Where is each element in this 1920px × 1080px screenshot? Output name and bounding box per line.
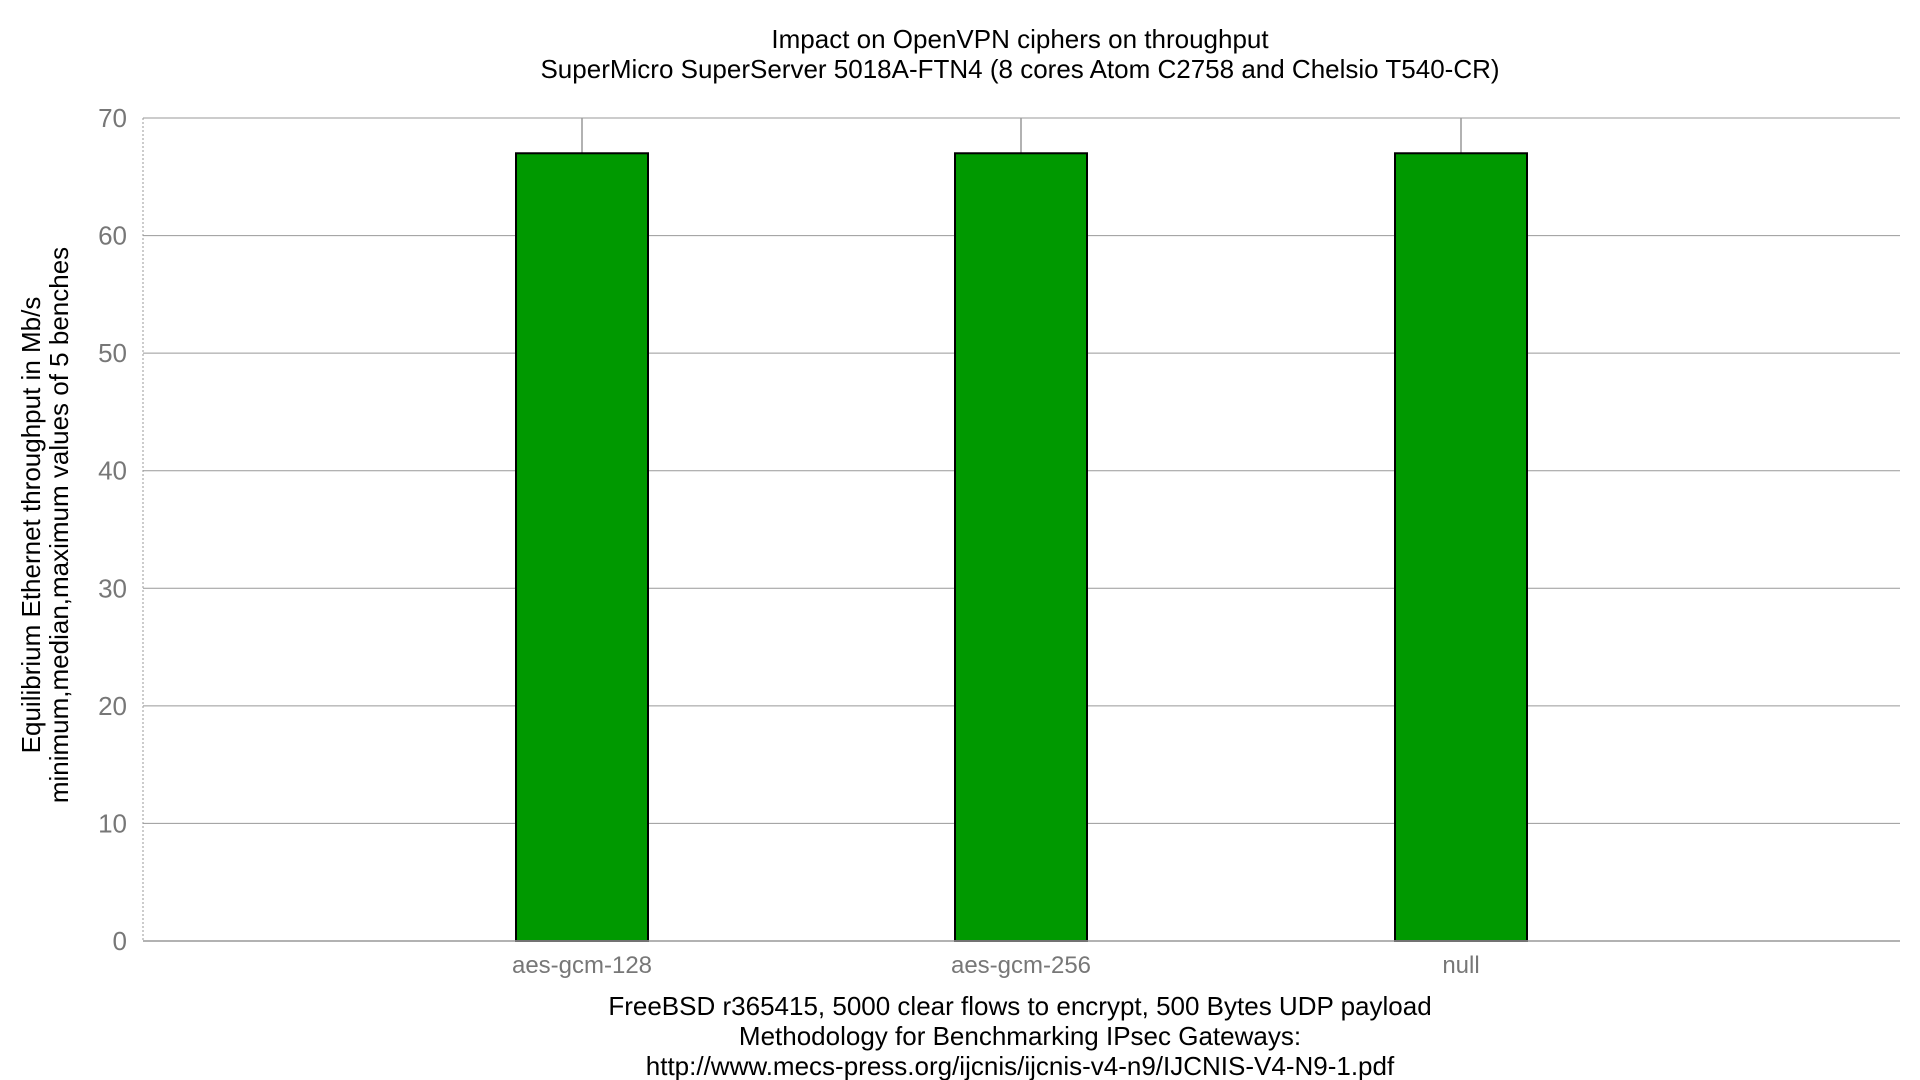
y-tick-label-0: 0 (113, 926, 127, 956)
y-tick-label-10: 10 (98, 808, 127, 838)
y-tick-label-70: 70 (98, 103, 127, 133)
y-tick-label-30: 30 (98, 573, 127, 603)
x-axis-label-secondary: Methodology for Benchmarking IPsec Gatew… (739, 1021, 1301, 1051)
y-tick-label-20: 20 (98, 691, 127, 721)
x-axis-label-url: http://www.mecs-press.org/ijcnis/ijcnis-… (646, 1051, 1395, 1080)
x-tick-label-aes-gcm-128: aes-gcm-128 (512, 952, 652, 979)
y-tick-label-50: 50 (98, 338, 127, 368)
y-axis-ticks: 0 10 20 30 40 50 60 70 (98, 103, 127, 956)
y-tick-label-40: 40 (98, 456, 127, 486)
y-axis-label: Equilibrium Ethernet throughput in Mb/s (16, 297, 46, 754)
x-tick-label-null: null (1442, 952, 1479, 979)
bar-aes-gcm-128 (515, 152, 649, 942)
x-axis-label: FreeBSD r365415, 5000 clear flows to enc… (608, 991, 1431, 1021)
chart-title: Impact on OpenVPN ciphers on throughput (771, 24, 1269, 54)
bar-aes-gcm-256 (954, 152, 1088, 942)
bar-null (1394, 152, 1528, 942)
x-tick-label-aes-gcm-256: aes-gcm-256 (951, 952, 1091, 979)
chart-subtitle: SuperMicro SuperServer 5018A-FTN4 (8 cor… (540, 54, 1499, 84)
y-axis-label-secondary: minimum,median,maximum values of 5 bench… (44, 247, 74, 803)
bars (515, 118, 1528, 942)
x-axis-ticks: aes-gcm-128 aes-gcm-256 null (512, 952, 1480, 979)
y-tick-label-60: 60 (98, 221, 127, 251)
